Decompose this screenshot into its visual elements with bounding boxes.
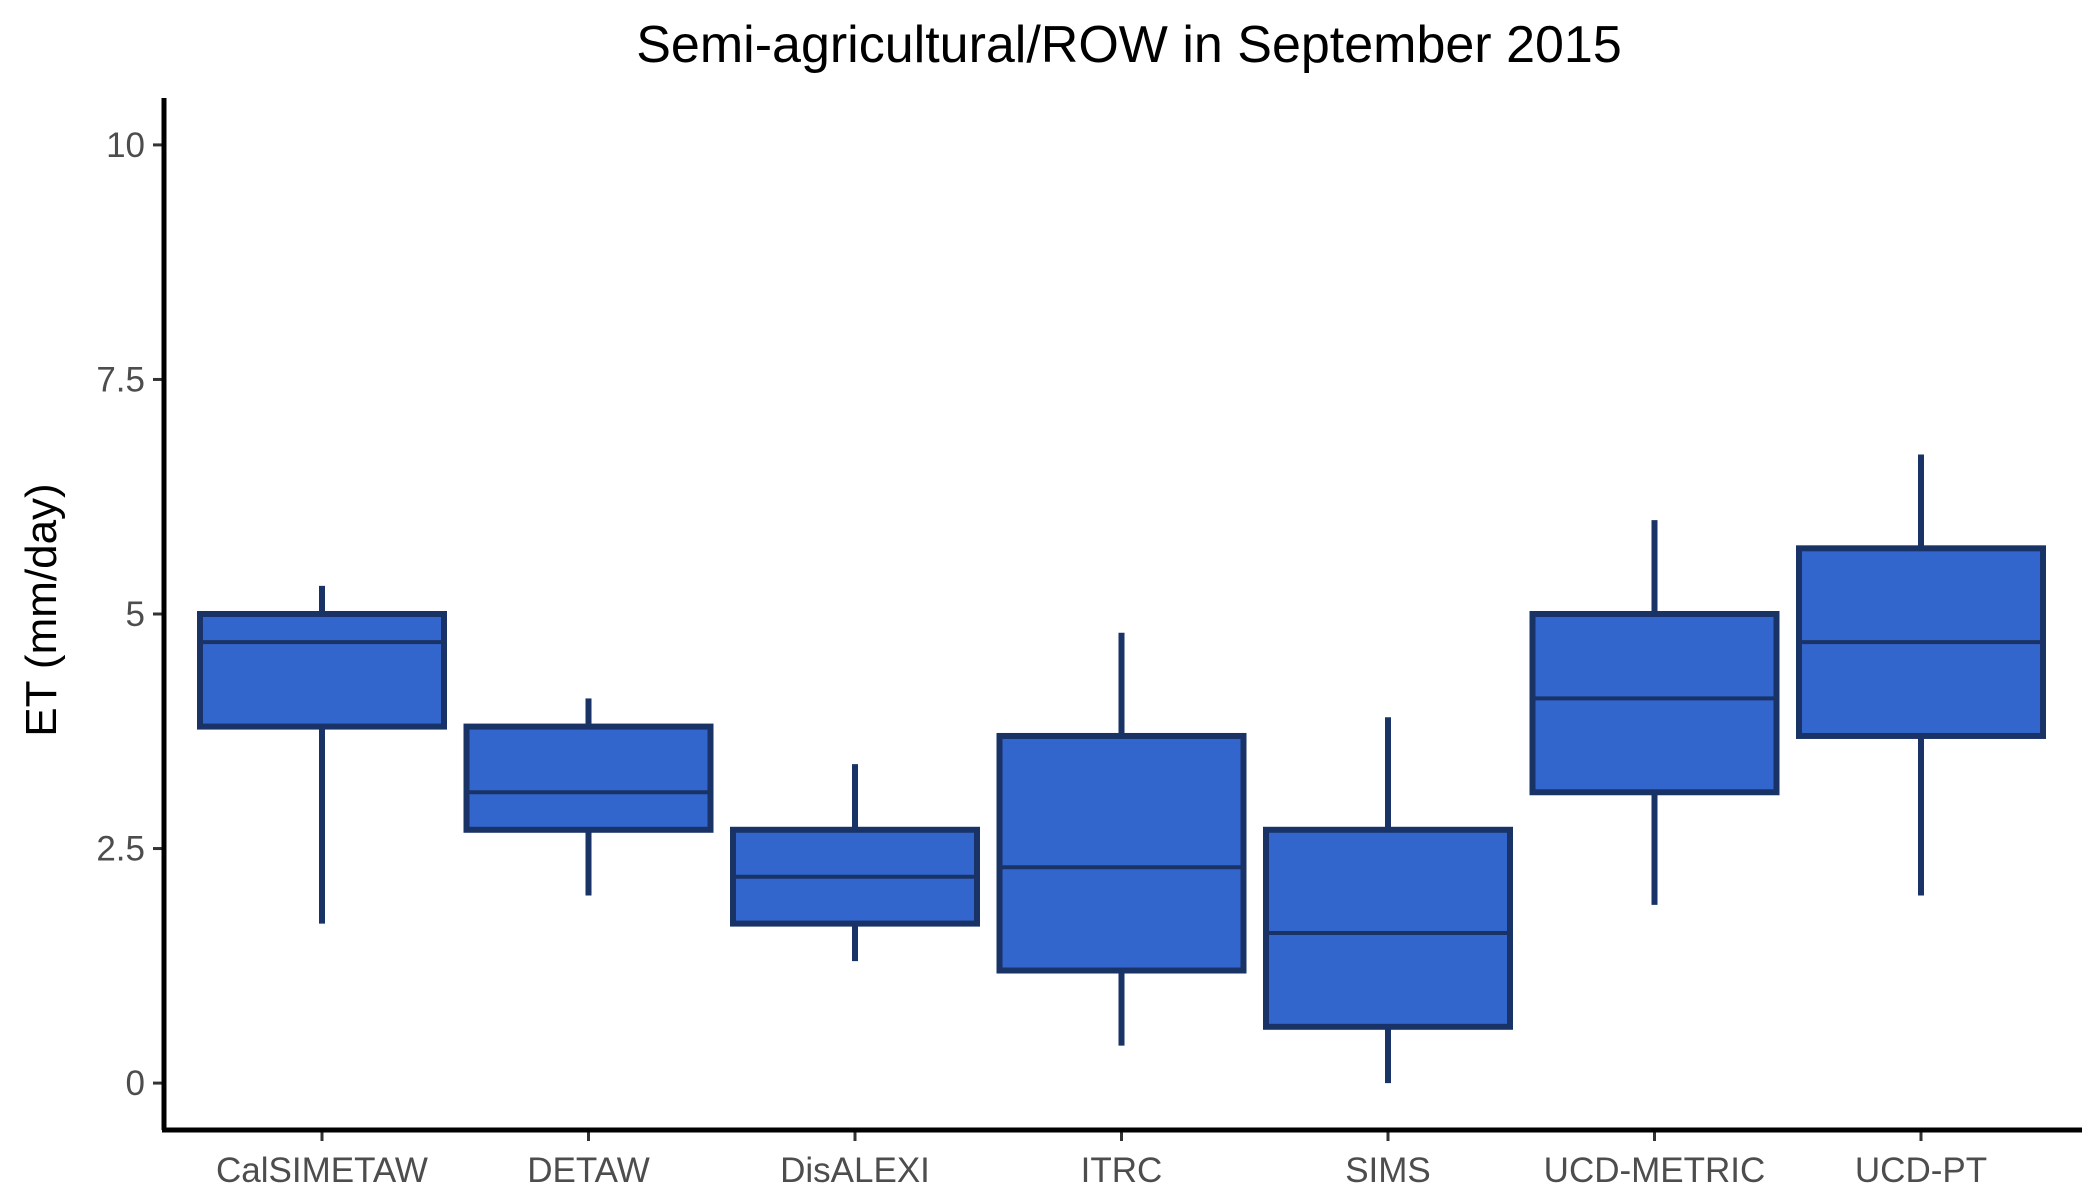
x-tick-label: ITRC [1081,1151,1163,1190]
iqr-box [996,732,1247,974]
x-tick-label: SIMS [1345,1151,1431,1190]
iqr-box [463,723,714,833]
y-axis-ticks: 0 2.5 5 7.5 10 [96,126,164,1103]
x-tick-label: CalSIMETAW [216,1151,428,1190]
iqr-box [1529,611,1780,796]
x-tick-label: UCD-METRIC [1544,1151,1766,1190]
x-axis-ticks: CalSIMETAW DETAW DisALEXI ITRC SIMS UCD-METRI… [216,1130,1987,1190]
x-tick-label: DisALEXI [780,1151,930,1190]
y-axis-label: ET (mm/day) [17,483,66,736]
iqr-box [197,611,447,730]
y-tick-label: 7.5 [96,360,145,399]
y-tick-label: 0 [126,1064,145,1103]
box-detaw [463,698,714,896]
iqr-box [1263,826,1513,1030]
y-tick-label: 2.5 [96,830,145,869]
x-tick-label: UCD-PT [1855,1151,1987,1190]
y-tick-label: 10 [106,126,145,165]
x-tick-label: DETAW [527,1151,649,1190]
box-itrc [996,632,1247,1046]
box-ucd-metric [1529,520,1780,905]
chart-title: Semi-agricultural/ROW in September 2015 [636,16,1622,74]
box-sims [1263,717,1513,1084]
box-disalexi [730,764,980,962]
box-calsimetaw [197,585,447,924]
box-ucd-pt [1796,454,2046,896]
boxes-layer [197,454,2046,1084]
y-tick-label: 5 [126,595,145,634]
